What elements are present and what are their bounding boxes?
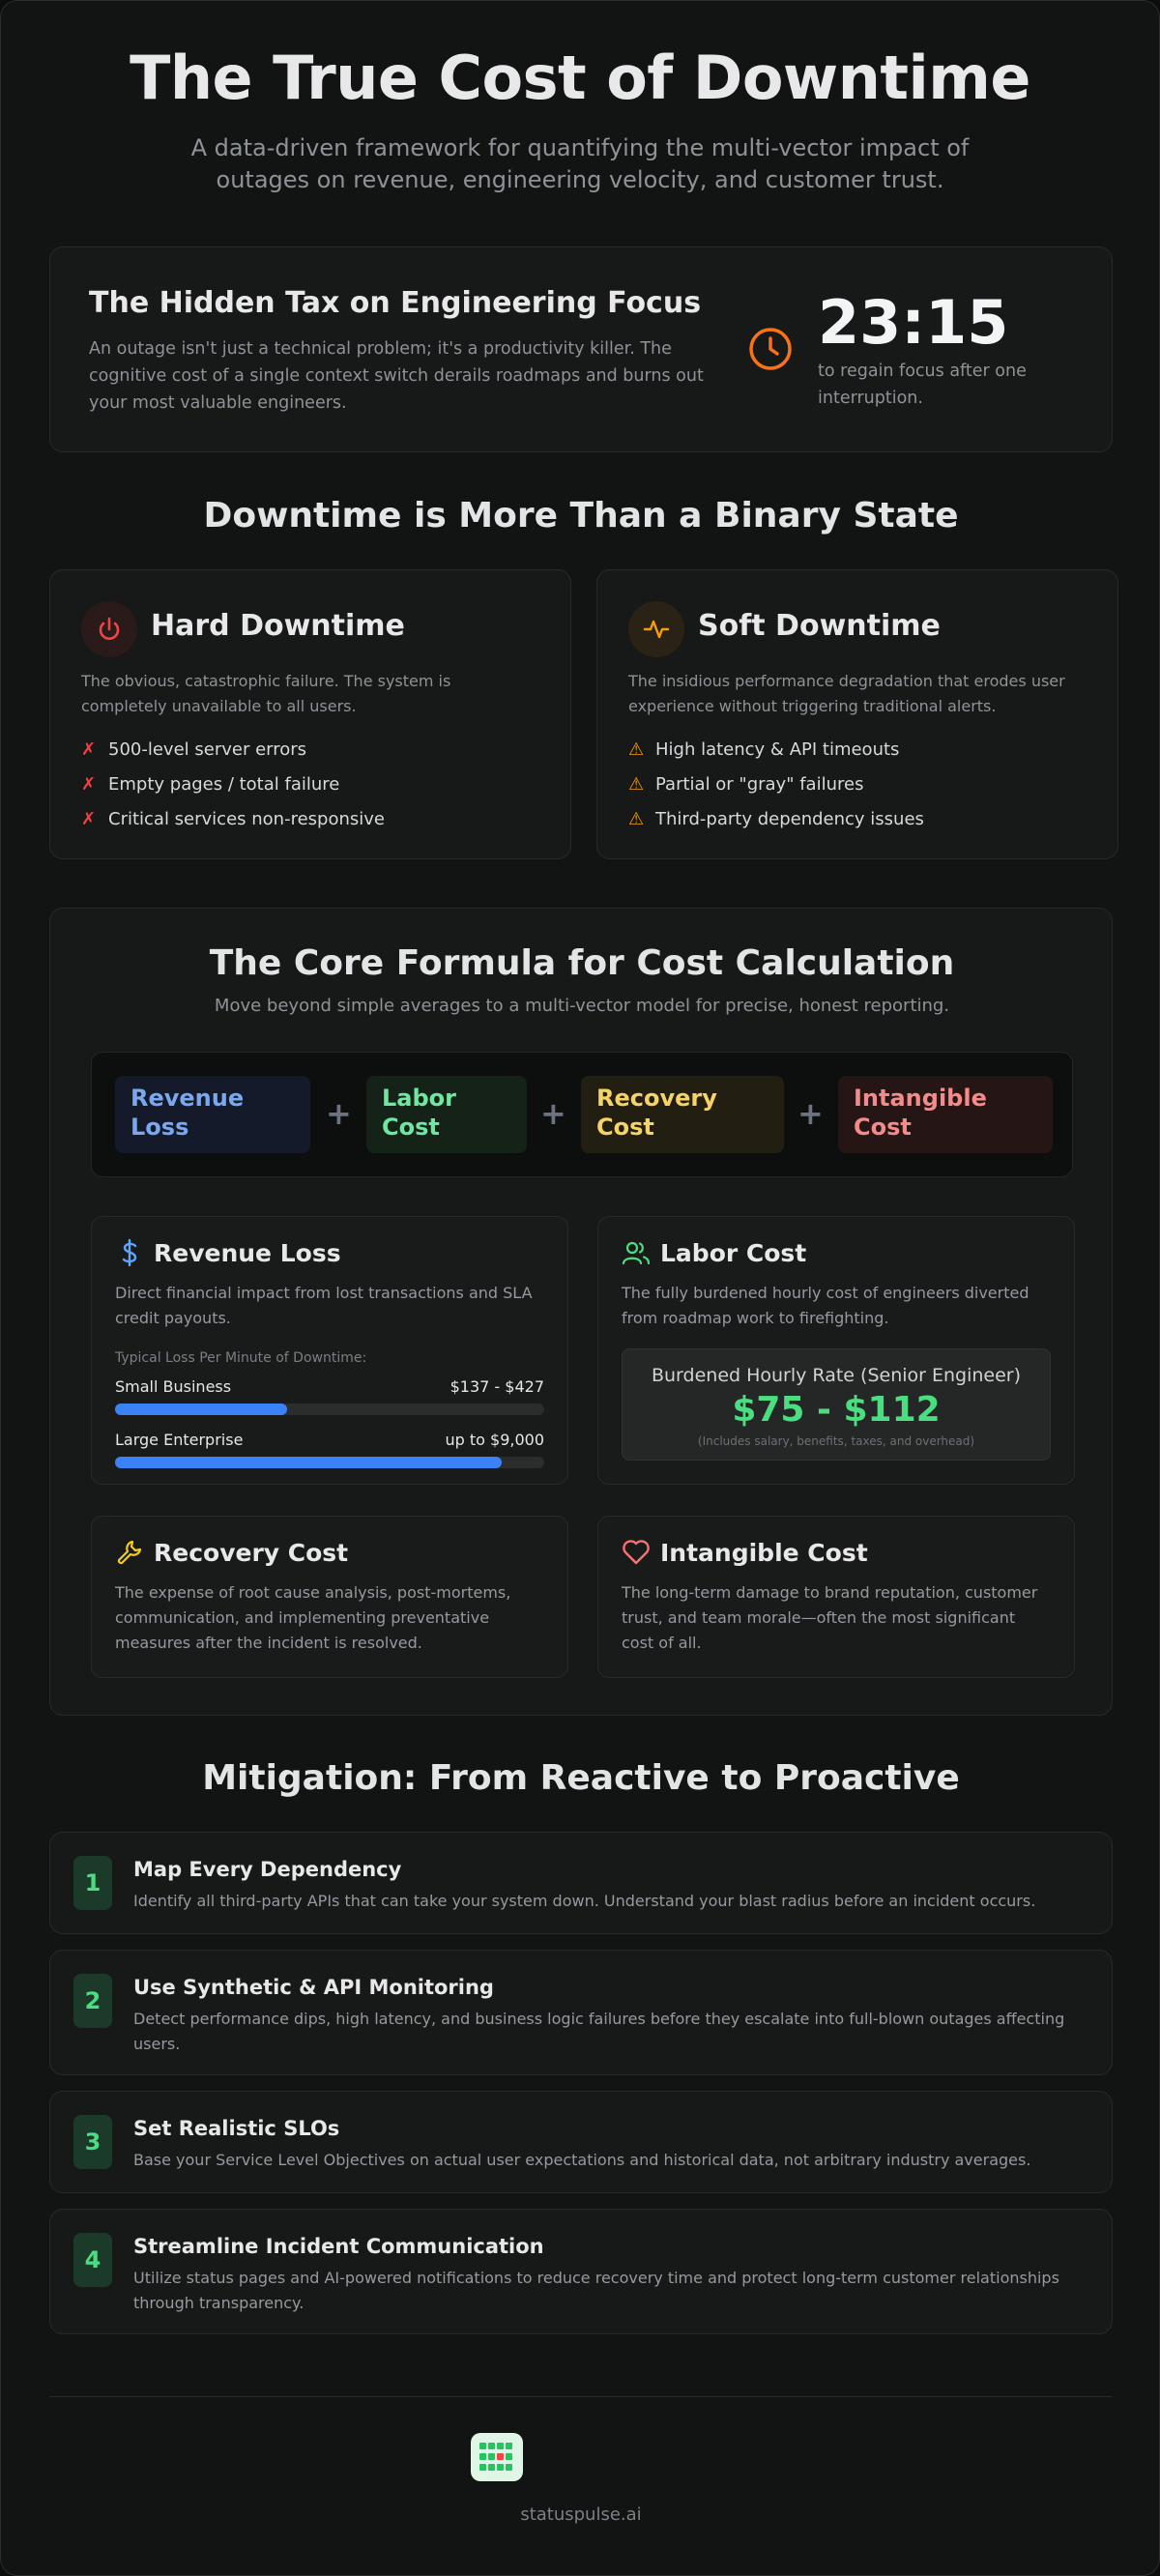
- list-item: ✗ 500-level server errors: [81, 733, 385, 767]
- term-recovery-cost: Recovery Cost: [581, 1076, 784, 1153]
- mitigation-step-4: 4 Streamline Incident Communication Util…: [49, 2209, 1113, 2334]
- mitigation-step-1: 1 Map Every Dependency Identify all thir…: [49, 1832, 1113, 1934]
- intangible-cost-description: The long-term damage to brand reputation…: [622, 1583, 1038, 1652]
- hard-downtime-title: Hard Downtime: [151, 609, 405, 643]
- warning-icon: ⚠: [628, 809, 645, 829]
- intangible-cost-card: Intangible Cost The long-term damage to …: [597, 1516, 1075, 1678]
- list-item: ⚠ Third-party dependency issues: [628, 802, 924, 837]
- focus-time-stat: 23:15: [818, 287, 1009, 358]
- wrench-icon: [115, 1538, 144, 1567]
- progress-fill-small-business: [115, 1404, 287, 1415]
- formula-equation: Revenue Loss + Labor Cost + Recovery Cos…: [91, 1052, 1073, 1177]
- soft-downtime-card: Soft Downtime The insidious performance …: [596, 569, 1118, 859]
- hidden-tax-description: An outage isn't just a technical problem…: [89, 339, 704, 413]
- labor-cost-card: Labor Cost The fully burdened hourly cos…: [597, 1216, 1075, 1485]
- progress-track: [115, 1404, 544, 1415]
- list-item: ⚠ High latency & API timeouts: [628, 733, 924, 767]
- revenue-loss-title: Revenue Loss: [154, 1238, 341, 1267]
- plus-operator: +: [798, 1095, 824, 1132]
- step-number: 3: [73, 2115, 112, 2169]
- term-revenue-loss: Revenue Loss: [115, 1076, 310, 1153]
- hourly-rate-note: (Includes salary, benefits, taxes, and o…: [697, 1434, 975, 1448]
- progress-track: [115, 1457, 544, 1468]
- intangible-cost-title: Intangible Cost: [660, 1538, 868, 1567]
- power-icon: [81, 601, 137, 657]
- mitigation-title: Mitigation: From Reactive to Proactive: [202, 1758, 960, 1798]
- term-intangible-cost: Intangible Cost: [838, 1076, 1053, 1153]
- hard-downtime-description: The obvious, catastrophic failure. The s…: [81, 672, 451, 715]
- labor-cost-title: Labor Cost: [660, 1238, 807, 1267]
- list-item: ✗ Empty pages / total failure: [81, 767, 385, 802]
- step-title: Streamline Incident Communication: [133, 2235, 544, 2258]
- step-description: Detect performance dips, high latency, a…: [133, 2010, 1065, 2053]
- revenue-loss-description: Direct financial impact from lost transa…: [115, 1284, 533, 1327]
- x-mark-icon: ✗: [81, 809, 97, 829]
- labor-cost-description: The fully burdened hourly cost of engine…: [622, 1284, 1030, 1327]
- statuspulse-logo-icon[interactable]: [471, 2433, 523, 2481]
- loss-row-small-business: Small Business $137 - $427: [115, 1377, 544, 1396]
- footer-divider: [49, 2396, 1113, 2397]
- formula-subtitle: Move beyond simple averages to a multi-v…: [214, 996, 950, 1016]
- mitigation-step-2: 2 Use Synthetic & API Monitoring Detect …: [49, 1950, 1113, 2075]
- hidden-tax-card: The Hidden Tax on Engineering Focus An o…: [49, 246, 1113, 452]
- heart-icon: [622, 1538, 651, 1567]
- downtime-section-title: Downtime is More Than a Binary State: [203, 496, 959, 535]
- page-subtitle: A data-driven framework for quantifying …: [190, 134, 970, 193]
- soft-downtime-description: The insidious performance degradation th…: [628, 672, 1065, 715]
- formula-card: The Core Formula for Cost Calculation Mo…: [49, 908, 1113, 1716]
- step-number: 1: [73, 1856, 112, 1910]
- recovery-cost-card: Recovery Cost The expense of root cause …: [91, 1516, 568, 1678]
- footer-domain-link[interactable]: statuspulse.ai: [520, 2504, 642, 2525]
- plus-operator: +: [326, 1095, 352, 1132]
- step-title: Use Synthetic & API Monitoring: [133, 1976, 494, 1999]
- soft-downtime-list: ⚠ High latency & API timeouts ⚠ Partial or…: [628, 733, 924, 837]
- recovery-cost-title: Recovery Cost: [154, 1538, 349, 1567]
- hard-downtime-list: ✗ 500-level server errors ✗ Empty pages / …: [81, 733, 385, 837]
- list-item: ⚠ Partial or "gray" failures: [628, 767, 924, 802]
- formula-title: The Core Formula for Cost Calculation: [209, 943, 955, 983]
- x-mark-icon: ✗: [81, 739, 97, 760]
- step-description: Base your Service Level Objectives on ac…: [133, 2151, 1031, 2169]
- mitigation-step-3: 3 Set Realistic SLOs Base your Service L…: [49, 2091, 1113, 2193]
- warning-icon: ⚠: [628, 774, 645, 795]
- step-description: Identify all third-party APIs that can t…: [133, 1892, 1036, 1910]
- list-item: ✗ Critical services non-responsive: [81, 802, 385, 837]
- step-title: Set Realistic SLOs: [133, 2117, 340, 2140]
- clock-icon: [746, 325, 795, 373]
- page-title: The True Cost of Downtime: [130, 43, 1030, 113]
- loss-per-minute-label: Typical Loss Per Minute of Downtime:: [115, 1350, 367, 1366]
- step-number: 4: [73, 2233, 112, 2287]
- hourly-rate-box: Burdened Hourly Rate (Senior Engineer) $…: [622, 1348, 1051, 1461]
- users-icon: [622, 1238, 651, 1267]
- hidden-tax-title: The Hidden Tax on Engineering Focus: [89, 286, 702, 320]
- soft-downtime-title: Soft Downtime: [698, 609, 941, 643]
- step-number: 2: [73, 1974, 112, 2028]
- hourly-rate-label: Burdened Hourly Rate (Senior Engineer): [651, 1365, 1022, 1386]
- hourly-rate-value: $75 - $112: [732, 1390, 941, 1430]
- step-title: Map Every Dependency: [133, 1858, 402, 1881]
- activity-icon: [628, 601, 684, 657]
- step-description: Utilize status pages and AI-powered noti…: [133, 2269, 1059, 2312]
- plus-operator: +: [540, 1095, 566, 1132]
- x-mark-icon: ✗: [81, 774, 97, 795]
- focus-time-caption: to regain focus after one interruption.: [818, 362, 1027, 408]
- term-labor-cost: Labor Cost: [366, 1076, 527, 1153]
- recovery-cost-description: The expense of root cause analysis, post…: [115, 1583, 511, 1652]
- revenue-loss-card: Revenue Loss Direct financial impact fro…: [91, 1216, 568, 1485]
- warning-icon: ⚠: [628, 739, 645, 760]
- dollar-icon: [115, 1238, 144, 1267]
- hard-downtime-card: Hard Downtime The obvious, catastrophic …: [49, 569, 571, 859]
- loss-row-large-enterprise: Large Enterprise up to $9,000: [115, 1431, 544, 1449]
- progress-fill-large-enterprise: [115, 1457, 502, 1468]
- hero: The True Cost of Downtime A data-driven …: [1, 1, 1159, 196]
